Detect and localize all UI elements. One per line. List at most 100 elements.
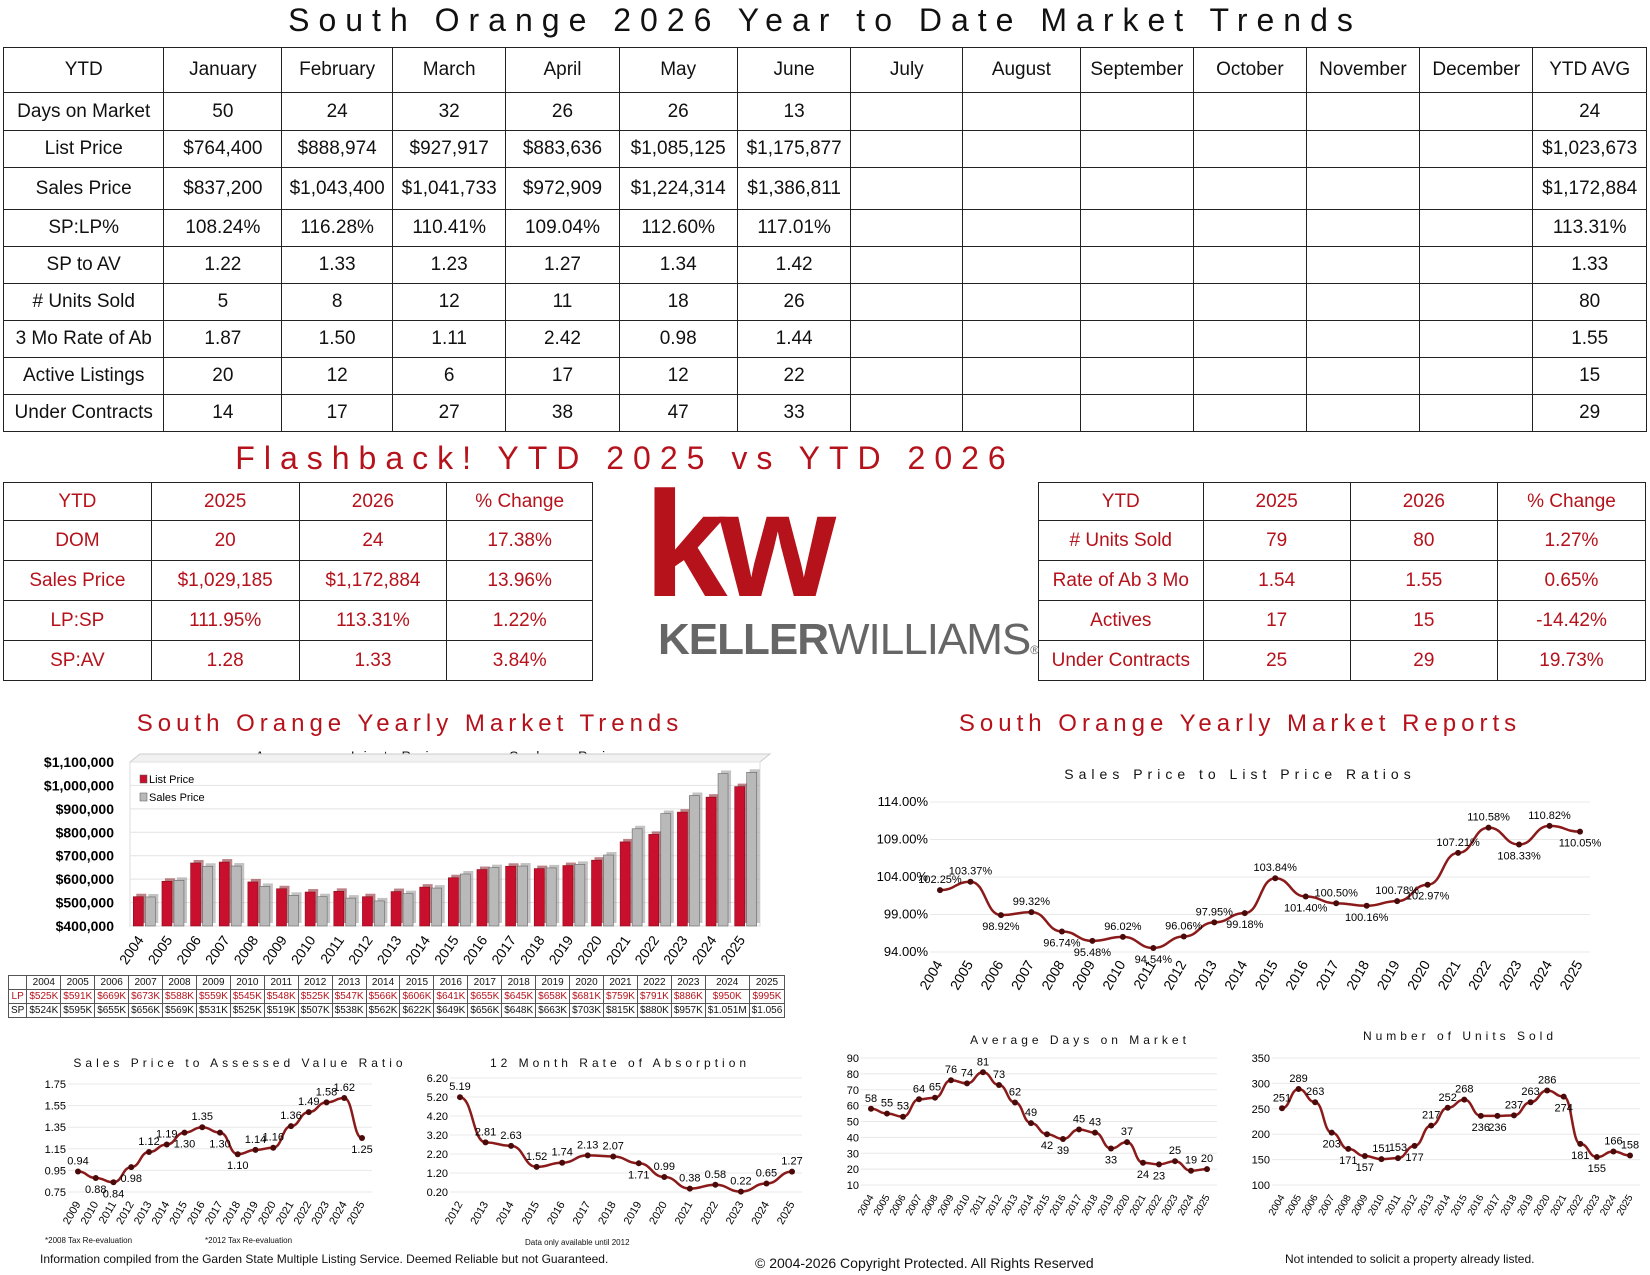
table-row: Days on Market 50 24 32 26 26 13 24 — [2, 92, 1647, 131]
data-label: 158 — [1621, 1140, 1639, 1152]
x-tick-label: 2014 — [402, 932, 433, 967]
data-point — [1577, 1140, 1584, 1147]
table-cell: Sales Price — [2, 167, 165, 210]
data-point — [359, 1135, 365, 1141]
table-cell — [1193, 357, 1307, 395]
note-data-availability: Data only available until 2012 — [525, 1238, 630, 1247]
lp-cell: $548K — [263, 989, 299, 1004]
x-tick-label: 2019 — [622, 1200, 645, 1227]
data-label: 0.22 — [730, 1176, 751, 1188]
table-cell — [962, 92, 1081, 131]
data-label: 1.30 — [174, 1139, 195, 1151]
data-label: 157 — [1356, 1162, 1374, 1174]
data-point — [1363, 902, 1370, 909]
data-point — [1610, 1148, 1617, 1155]
table-row: Rate of Ab 3 Mo 1.54 1.55 0.65% — [1038, 560, 1647, 601]
data-label: 0.98 — [121, 1173, 142, 1185]
y-tick-label: 104.00% — [877, 869, 929, 884]
data-label: 107.21% — [1436, 837, 1480, 849]
data-label: 102.97% — [1406, 891, 1450, 903]
sp-cell: $649K — [433, 1003, 469, 1018]
table-cell: 2.42 — [505, 320, 620, 358]
table-cell: $1,386,811 — [736, 167, 852, 210]
data-label: 94.54% — [1135, 954, 1173, 966]
sp-cell: $880K — [636, 1003, 672, 1018]
x-tick-label: 2015 — [520, 1200, 543, 1227]
bar-sales-price — [173, 880, 185, 927]
data-point — [270, 1144, 277, 1151]
sp-cell: $595K — [60, 1003, 96, 1018]
year-cell: 2019 — [535, 975, 571, 990]
table-cell: SP:LP% — [2, 209, 165, 247]
year-cell: 2004 — [26, 975, 62, 990]
series-line — [870, 1071, 1208, 1172]
bar-sales-price — [202, 865, 213, 927]
table-cell: 50 — [163, 92, 283, 131]
table-cell: 14 — [163, 394, 283, 432]
column-header: % Change — [1496, 482, 1647, 521]
sp-cell: $562K — [365, 1003, 401, 1018]
year-cell: 2023 — [670, 975, 706, 990]
table-row: Under Contracts 14 17 27 38 47 33 29 — [2, 394, 1647, 432]
x-tick-label: 2022 — [1465, 957, 1495, 992]
table-cell: 111.95% — [150, 600, 300, 641]
bar-chart-lp-sp: $400,000 $500,000 $600,000 $700,000 $800,000… — [44, 753, 772, 967]
lp-cell: $566K — [365, 989, 401, 1004]
data-point — [1044, 1131, 1050, 1138]
data-label: 33 — [1105, 1154, 1117, 1166]
page-title: South Orange 2026 Year to Date Market Tr… — [288, 2, 1362, 38]
data-label: 1.30 — [209, 1139, 230, 1151]
x-tick-label: 2006 — [173, 932, 204, 967]
bar-list-price — [533, 868, 545, 927]
bar-list-price — [304, 891, 316, 927]
data-label: 0.38 — [679, 1173, 700, 1185]
data-point — [1511, 1112, 1517, 1119]
bar-list-price — [448, 877, 459, 927]
table-cell — [962, 283, 1081, 321]
data-point — [1361, 1153, 1368, 1160]
lp-cell: $588K — [162, 989, 197, 1004]
table-cell: 20 — [150, 520, 300, 561]
data-point — [1345, 1145, 1352, 1152]
table-row: Sales Price $837,200 $1,043,400 $1,041,733 $… — [2, 167, 1647, 210]
lp-cell: $545K — [229, 989, 265, 1004]
column-header: April — [505, 47, 620, 93]
table-cell: 17.38% — [446, 520, 593, 561]
data-label: 166 — [1604, 1135, 1622, 1147]
x-tick-label: 2007 — [1008, 957, 1038, 992]
data-label: 0.88 — [85, 1184, 106, 1196]
table-cell: 18 — [618, 283, 738, 321]
data-label: 81 — [977, 1056, 989, 1068]
data-label: 263 — [1521, 1086, 1539, 1098]
table-cell: 27 — [391, 394, 507, 432]
data-point — [1124, 1139, 1130, 1146]
x-tick-label: 2004 — [116, 932, 147, 967]
table-cell: Under Contracts — [1038, 640, 1204, 681]
data-label: 0.65 — [756, 1167, 777, 1179]
year-cell: 2010 — [229, 975, 265, 990]
data-point — [980, 1069, 986, 1076]
table-cell — [850, 167, 964, 210]
y-tick-label: 250 — [1252, 1104, 1270, 1116]
bar-sales-price — [488, 867, 500, 927]
table-cell: 1.87 — [163, 320, 283, 358]
table-cell: Active Listings — [2, 357, 165, 395]
y-tick-label: 4.20 — [427, 1111, 448, 1123]
data-point — [1593, 1154, 1600, 1161]
x-tick-label: 2016 — [459, 932, 490, 967]
sp-cell: $538K — [331, 1003, 367, 1018]
lp-cell: $606K — [399, 989, 435, 1004]
data-label: 96.74% — [1043, 937, 1081, 949]
y-tick-label: 0.20 — [427, 1187, 448, 1199]
table-cell — [1193, 246, 1307, 284]
table-row: LP:SP 111.95% 113.31% 1.22% — [3, 600, 593, 641]
data-point — [75, 1168, 81, 1175]
table-cell: SP:AV — [3, 640, 152, 681]
table-cell — [1079, 320, 1195, 358]
table-cell — [1419, 320, 1534, 358]
table-cell: 11 — [505, 283, 620, 321]
table-cell — [962, 130, 1081, 168]
table-cell — [1193, 167, 1307, 210]
bar-sales-price — [259, 886, 271, 927]
x-tick-label: 2010 — [952, 1193, 973, 1218]
